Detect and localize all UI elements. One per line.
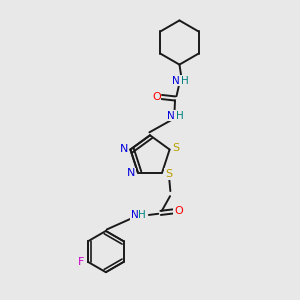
Text: N: N bbox=[167, 110, 175, 121]
Text: F: F bbox=[77, 257, 84, 268]
Text: N: N bbox=[172, 76, 179, 86]
Text: O: O bbox=[174, 206, 183, 216]
Text: S: S bbox=[165, 169, 172, 179]
Text: N: N bbox=[131, 210, 139, 220]
Text: N: N bbox=[127, 168, 136, 178]
Text: H: H bbox=[181, 76, 188, 86]
Text: N: N bbox=[120, 144, 128, 154]
Text: H: H bbox=[138, 210, 146, 220]
Text: O: O bbox=[152, 92, 161, 102]
Text: S: S bbox=[172, 143, 180, 153]
Text: H: H bbox=[176, 110, 184, 121]
